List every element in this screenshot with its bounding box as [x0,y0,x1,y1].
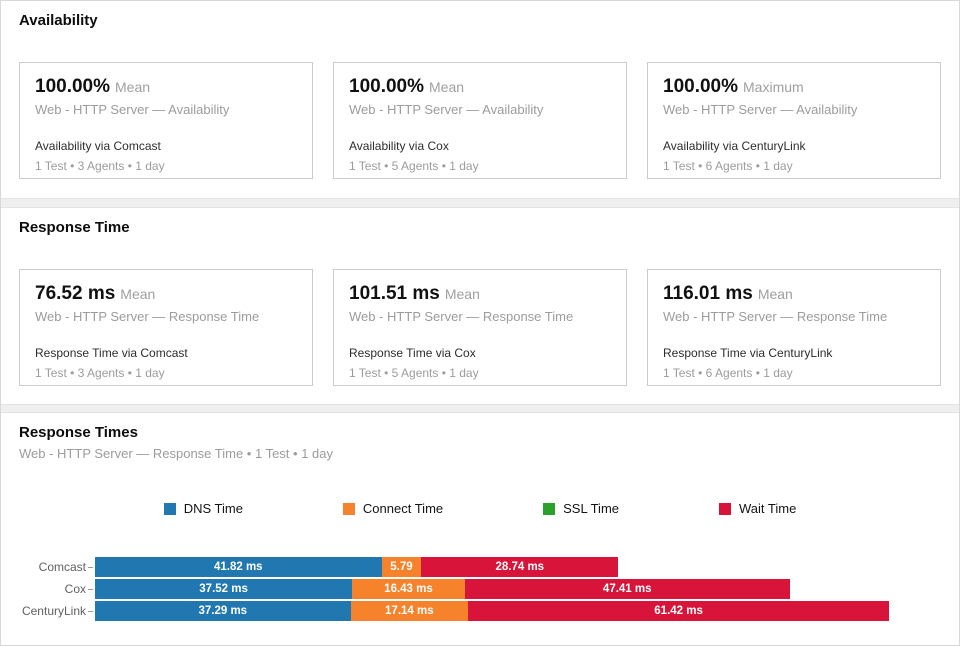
segment-value-label: 61.42 ms [654,605,703,617]
metric-name: Web - HTTP Server — Response Time [349,309,574,324]
bar-segment-dns-time[interactable]: 37.29 ms [95,601,351,621]
legend-color-swatch-icon [543,502,556,515]
metric-value: 76.52 ms [35,283,116,304]
legend-color-swatch-icon [719,502,731,515]
widget-title: Response Time via CenturyLink [663,346,833,360]
metric-name: Web - HTTP Server — Response Time [35,309,260,324]
segment-value-label: 5.79 [390,561,413,573]
metric-value: 100.00% [349,76,425,97]
metric-value-line: 100.00% Maximum [663,76,925,98]
metric-value-line: 76.52 ms Mean [35,283,297,305]
widget-title: Response Time via Cox [349,346,476,360]
response-time-cards: 76.52 ms Mean Web - HTTP Server — Response… [19,269,941,386]
bar-stack: 37.29 ms 17.14 ms 61.42 ms [95,601,890,621]
metric-value: 101.51 ms [349,283,440,304]
bar-segment-wait-time[interactable]: 61.42 ms [468,601,890,621]
bar-segment-dns-time[interactable]: 41.82 ms [95,557,382,577]
section-divider [1,198,959,208]
segment-value-label: 17.14 ms [385,605,434,617]
axis-tick [88,588,93,590]
legend-label: Connect Time [362,501,444,516]
metric-stat-type: Mean [429,79,465,95]
category-label: Cox [64,582,86,596]
section-title-response-time: Response Time [19,219,130,236]
metric-stat-type: Mean [115,79,151,95]
legend-item-ssl-time[interactable]: SSL Time [543,501,619,516]
metric-value-line: 100.00% Mean [35,76,297,98]
bar-segment-connect-time[interactable]: 5.79 [381,557,422,577]
axis-tick [88,610,93,612]
widget-meta: 1 Test • 5 Agents • 1 day [349,159,479,173]
legend-item-connect-time[interactable]: Connect Time [342,501,444,516]
legend-item-wait-time[interactable]: Wait Time [719,501,796,516]
axis-tick [88,566,93,568]
widget-meta: 1 Test • 6 Agents • 1 day [663,159,793,173]
chart-row: Comcast 41.82 ms 5.79 28.74 ms [19,557,941,577]
chart-row: Cox 37.52 ms 16.43 ms 47.41 ms [19,579,941,599]
chart-legend: DNS Time Connect Time SSL Time Wait Time [19,501,941,516]
bar-segment-connect-time[interactable]: 17.14 ms [350,601,469,621]
legend-label: DNS Time [183,501,243,516]
availability-section: Availability 100.00% Mean Web - HTTP Serve… [1,1,959,198]
availability-cards: 100.00% Mean Web - HTTP Server — Availabil… [19,62,941,179]
section-subtitle: Web - HTTP Server — Response Time • 1 Te… [19,446,333,461]
metric-card: 116.01 ms Mean Web - HTTP Server — Respons… [647,269,941,386]
segment-value-label: 47.41 ms [602,583,652,595]
segment-value-label: 37.52 ms [199,583,248,595]
metric-card: 100.00% Maximum Web - HTTP Server — Availa… [647,62,941,179]
stacked-bar-chart: Comcast 41.82 ms 5.79 28.74 ms Cox 37.52 ms 16… [19,557,941,621]
legend-color-swatch-icon [342,502,355,515]
bar-stack: 41.82 ms 5.79 28.74 ms [95,557,619,577]
section-title-availability: Availability [19,12,98,29]
metric-stat-type: Mean [120,286,156,302]
legend-label: SSL Time [563,501,619,516]
widget-title: Availability via CenturyLink [663,139,806,153]
section-title-response-times: Response Times [19,424,138,441]
metric-card: 101.51 ms Mean Web - HTTP Server — Respons… [333,269,627,386]
metric-value: 100.00% [663,76,739,97]
widget-title: Availability via Cox [349,139,449,153]
bar-stack: 37.52 ms 16.43 ms 47.41 ms [95,579,790,599]
metric-card: 100.00% Mean Web - HTTP Server — Availabil… [19,62,313,179]
metric-stat-type: Maximum [743,79,804,95]
bar-segment-connect-time[interactable]: 16.43 ms [352,579,465,599]
bar-segment-wait-time[interactable]: 47.41 ms [464,579,790,599]
metric-stat-type: Mean [444,286,480,302]
metric-card: 100.00% Mean Web - HTTP Server — Availabil… [333,62,627,179]
segment-value-label: 41.82 ms [213,561,263,573]
metric-value-line: 100.00% Mean [349,76,611,98]
widget-meta: 1 Test • 6 Agents • 1 day [663,366,793,380]
metric-name: Web - HTTP Server — Availability [349,102,544,117]
category-label: CenturyLink [21,604,86,618]
metric-name: Web - HTTP Server — Availability [663,102,858,117]
chart-row: CenturyLink 37.29 ms 17.14 ms 61.42 ms [19,601,941,621]
bar-segment-dns-time[interactable]: 37.52 ms [95,579,353,599]
segment-value-label: 37.29 ms [198,605,248,617]
widget-meta: 1 Test • 3 Agents • 1 day [35,159,165,173]
widget-meta: 1 Test • 5 Agents • 1 day [349,366,479,380]
response-time-section: Response Time 76.52 ms Mean Web - HTTP Ser… [1,208,959,404]
widget-title: Availability via Comcast [35,139,161,153]
section-divider [1,404,959,413]
widget-title: Response Time via Comcast [35,346,188,360]
segment-value-label: 16.43 ms [384,583,433,595]
metric-value: 100.00% [35,76,111,97]
metric-value: 116.01 ms [663,283,753,304]
metric-value-line: 116.01 ms Mean [663,283,925,305]
metric-name: Web - HTTP Server — Availability [35,102,230,117]
bar-segment-wait-time[interactable]: 28.74 ms [421,557,619,577]
segment-value-label: 28.74 ms [495,561,545,573]
category-label: Comcast [38,560,86,574]
legend-color-swatch-icon [163,502,176,515]
metric-stat-type: Mean [757,286,793,302]
legend-item-dns-time[interactable]: DNS Time [163,501,243,516]
metric-card: 76.52 ms Mean Web - HTTP Server — Response… [19,269,313,386]
legend-label: Wait Time [739,501,797,516]
metric-name: Web - HTTP Server — Response Time [663,309,888,324]
widget-meta: 1 Test • 3 Agents • 1 day [35,366,165,380]
response-times-section: Response Times Web - HTTP Server — Respo… [1,413,959,645]
metric-value-line: 101.51 ms Mean [349,283,611,305]
